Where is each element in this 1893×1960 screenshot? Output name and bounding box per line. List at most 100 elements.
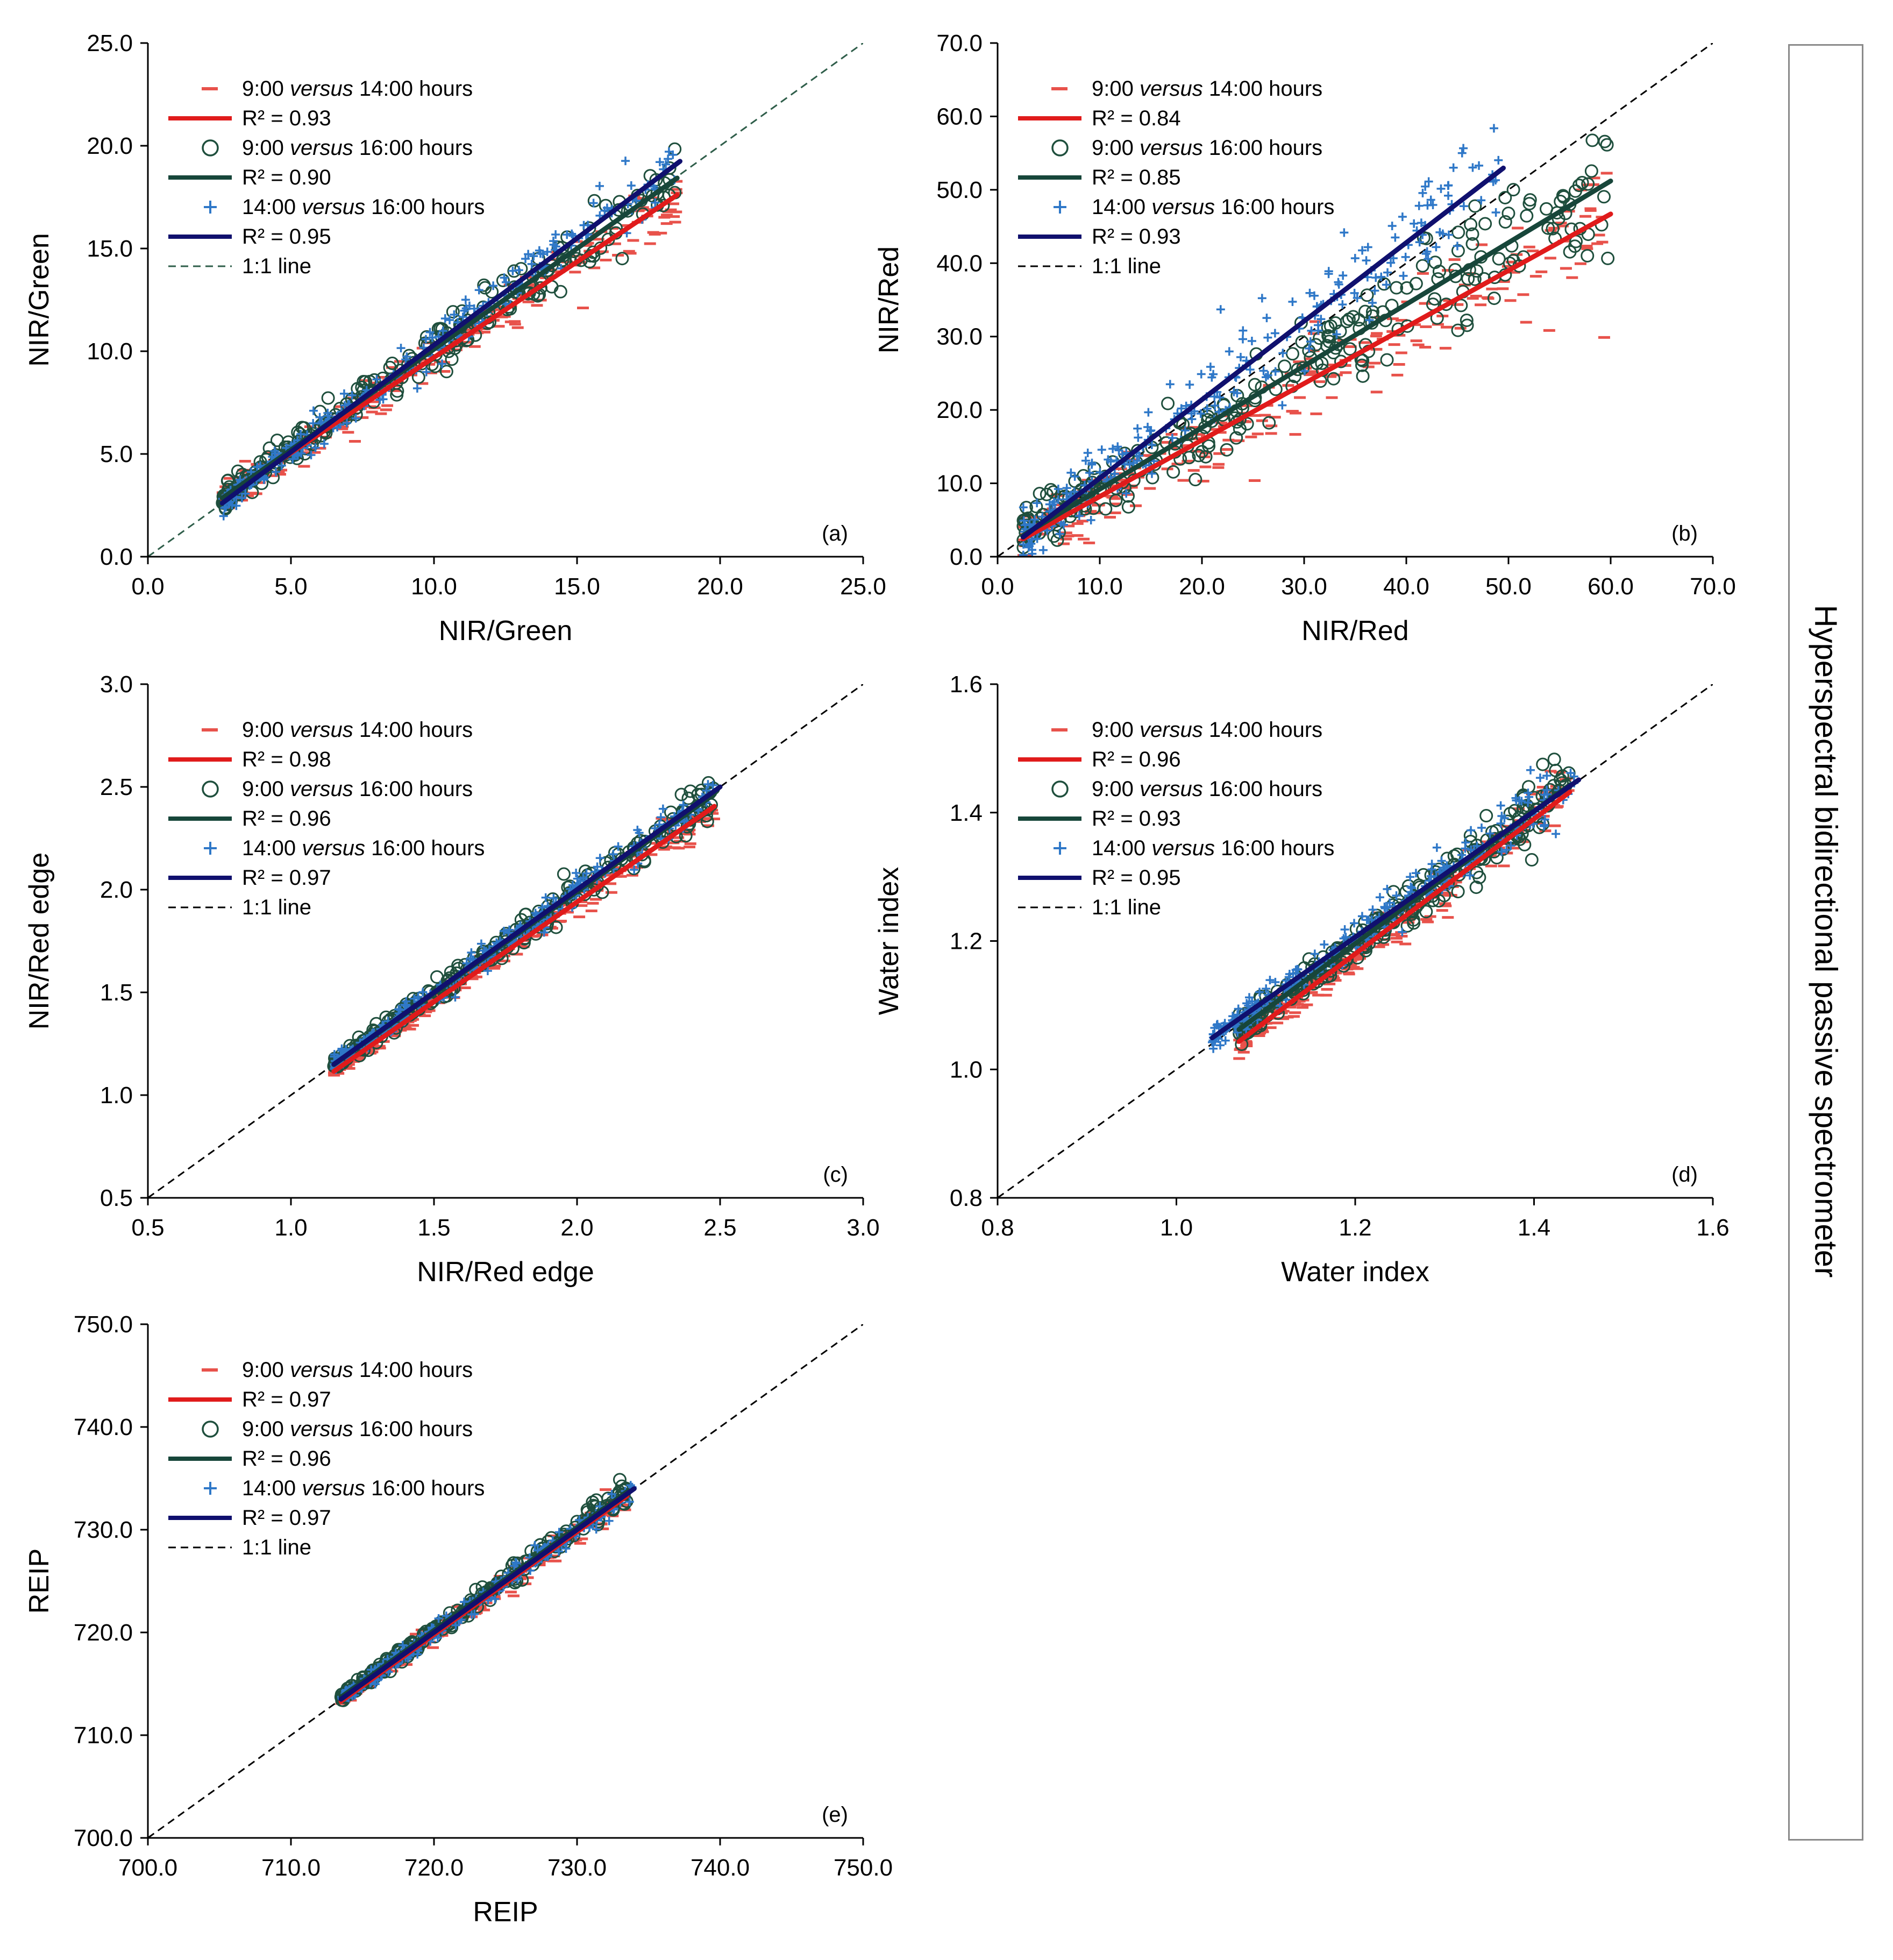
one-to-one-line <box>998 43 1713 557</box>
fit-line-1 <box>1021 211 1613 542</box>
legend-label: 1:1 line <box>1092 254 1161 278</box>
point-circle <box>1601 251 1615 265</box>
y-tick-label: 10.0 <box>87 338 133 365</box>
point-circle <box>496 273 510 287</box>
point-circle <box>1285 347 1299 361</box>
fit-line-2 <box>1021 178 1613 538</box>
point-circle <box>1464 218 1478 232</box>
data-layer <box>998 684 1713 1198</box>
panel-d: 0.8 0.8 1.0 1.0 1.2 1.2 1.4 1.4 1.6 1.6 Water inde… <box>873 671 1730 1288</box>
y-axis-label: NIR/Green <box>24 233 55 367</box>
x-tick-label: 750.0 <box>834 1855 893 1881</box>
y-tick-label: 10.0 <box>936 471 983 497</box>
point-circle <box>1506 183 1520 197</box>
point-circle <box>1550 206 1564 220</box>
x-tick-label: 700.0 <box>118 1855 177 1881</box>
x-axis-label: Water index <box>1281 1256 1429 1288</box>
point-circle <box>1432 894 1446 908</box>
y-tick-label: 730.0 <box>74 1517 133 1543</box>
point-circle <box>1461 272 1475 286</box>
legend-series-label: 14:00 versus 16:00 hours <box>1092 195 1334 219</box>
point-circle <box>1355 358 1369 372</box>
y-tick-label: 1.4 <box>950 800 983 826</box>
point-circle <box>1547 752 1561 766</box>
x-tick-label: 60.0 <box>1588 573 1634 600</box>
point-circle <box>1541 221 1555 235</box>
point-circle <box>1182 451 1196 465</box>
point-circle <box>668 142 682 156</box>
point-circle <box>1479 809 1493 823</box>
panel-c: 0.5 0.5 1.0 1.0 1.5 1.5 2.0 2.0 2.5 2.5 3.0 3.0 NIR/… <box>24 671 880 1288</box>
point-circle <box>1451 885 1465 899</box>
point-circle <box>553 285 567 299</box>
legend-series-label: 9:00 versus 16:00 hours <box>242 777 473 801</box>
legend: 9:00 versus 14:00 hours R² = 0.84 9:00 ver… <box>1018 77 1334 278</box>
point-circle <box>684 784 698 798</box>
x-tick-label: 1.4 <box>1518 1215 1550 1241</box>
point-circle <box>1380 353 1394 367</box>
x-axis-label: NIR/Red <box>1301 615 1408 647</box>
panel-label: (c) <box>823 1163 848 1187</box>
point-circle <box>1469 880 1483 894</box>
x-tick-label: 10.0 <box>1077 573 1123 600</box>
y-tick-label: 25.0 <box>87 30 133 56</box>
point-circle <box>1248 378 1262 392</box>
point-circle <box>1360 288 1374 302</box>
legend-label: R² = 0.95 <box>1092 866 1181 890</box>
legend-series-label: 9:00 versus 14:00 hours <box>242 77 473 101</box>
x-axis-label: NIR/Green <box>439 615 573 647</box>
x-tick-label: 70.0 <box>1690 573 1736 600</box>
x-tick-label: 740.0 <box>691 1855 750 1881</box>
y-tick-label: 70.0 <box>936 30 983 56</box>
point-circle <box>1278 359 1292 373</box>
point-circle <box>1470 264 1484 278</box>
x-tick-label: 40.0 <box>1383 573 1429 600</box>
point-circle <box>615 252 629 266</box>
y-tick-label: 750.0 <box>74 1311 133 1338</box>
y-axis-label: NIR/Red edge <box>24 853 55 1030</box>
x-tick-label: 0.5 <box>131 1215 164 1241</box>
point-circle <box>1121 500 1135 514</box>
point-circle <box>1352 313 1366 327</box>
point-circle <box>1597 190 1611 204</box>
point-circle <box>557 867 571 881</box>
y-tick-label: 1.2 <box>950 928 983 955</box>
legend-label: 1:1 line <box>242 254 311 278</box>
legend-label: R² = 0.97 <box>242 866 331 890</box>
point-circle <box>502 300 516 314</box>
point-circle <box>1508 804 1522 818</box>
y-tick-label: 5.0 <box>100 441 133 467</box>
point-circle <box>428 359 442 373</box>
x-tick-label: 20.0 <box>697 573 743 600</box>
point-circle <box>1166 465 1180 479</box>
x-tick-label: 1.2 <box>1339 1215 1371 1241</box>
point-circle <box>1498 215 1512 229</box>
legend-marker-circle <box>202 139 219 157</box>
y-tick-label: 0.0 <box>950 544 983 570</box>
point-circle <box>231 464 245 478</box>
point-circle <box>1400 319 1414 333</box>
y-tick-label: 40.0 <box>936 250 983 276</box>
point-circle <box>1202 439 1216 453</box>
legend-marker-circle <box>1051 780 1069 798</box>
point-circle <box>521 287 535 301</box>
point-circle <box>664 805 678 819</box>
point-circle <box>1584 164 1598 178</box>
point-circle <box>1343 342 1357 356</box>
x-tick-label: 25.0 <box>840 573 886 600</box>
point-circle <box>390 384 404 398</box>
point-circle <box>1572 179 1586 193</box>
point-circle <box>1600 138 1614 152</box>
y-tick-label: 50.0 <box>936 177 983 203</box>
x-tick-label: 720.0 <box>404 1855 464 1881</box>
point-circle <box>700 814 714 828</box>
y-tick-label: 710.0 <box>74 1722 133 1749</box>
x-tick-label: 5.0 <box>274 573 307 600</box>
y-axis-label: REIP <box>24 1549 55 1614</box>
legend-series-label: 9:00 versus 16:00 hours <box>242 136 473 160</box>
point-circle <box>1478 217 1492 231</box>
legend-series-label: 9:00 versus 16:00 hours <box>1092 136 1322 160</box>
data-layer <box>148 43 863 557</box>
point-circle <box>1454 299 1468 313</box>
legend-label: 1:1 line <box>1092 896 1161 919</box>
